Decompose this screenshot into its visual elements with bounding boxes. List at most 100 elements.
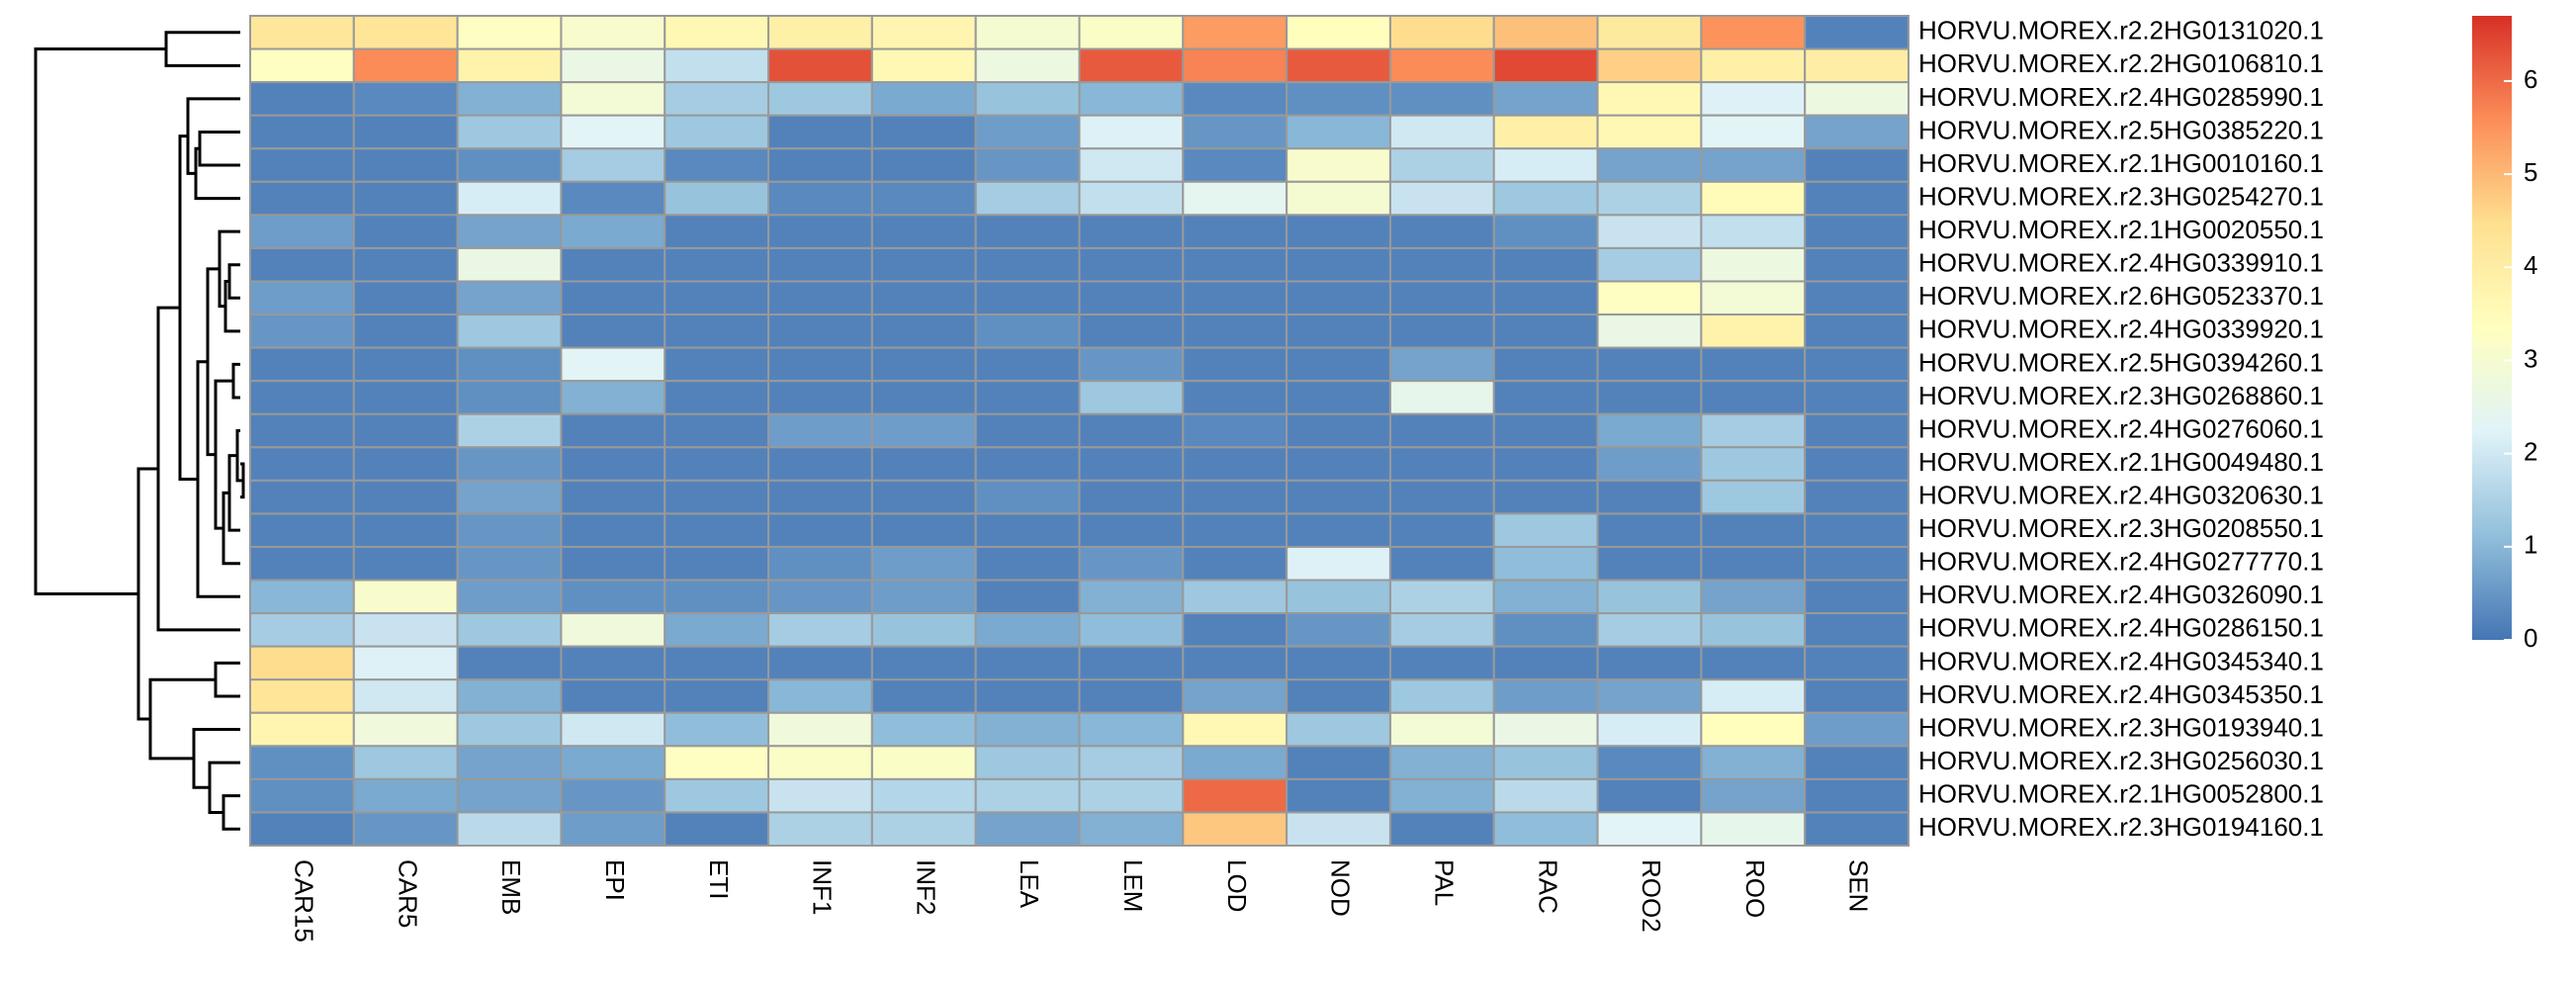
- heatmap-cell: [1596, 180, 1703, 217]
- heatmap-cell: [1286, 612, 1391, 648]
- heatmap-cell: [1388, 81, 1495, 117]
- heatmap-cell: [870, 180, 977, 217]
- row-label: HORVU.MOREX.r2.2HG0131020.1: [1918, 16, 2324, 45]
- heatmap-cell: [352, 214, 459, 249]
- heatmap-cell: [1596, 380, 1703, 415]
- heatmap-cell: [1492, 777, 1599, 814]
- heatmap-cell: [1182, 545, 1288, 582]
- heatmap-cell: [352, 612, 459, 648]
- heatmap-cell: [1596, 678, 1703, 714]
- heatmap-cell: [352, 380, 459, 415]
- heatmap-cell: [767, 745, 873, 780]
- heatmap-cell: [352, 678, 459, 714]
- column-label: ETI: [704, 859, 734, 899]
- heatmap-cell: [1596, 545, 1703, 582]
- heatmap-cell: [1596, 645, 1703, 681]
- heatmap-cell: [1388, 114, 1495, 150]
- heatmap-cell: [974, 346, 1081, 383]
- heatmap-cell: [249, 314, 355, 349]
- heatmap-cell: [767, 280, 873, 316]
- heatmap-cell: [560, 346, 666, 383]
- heatmap-cell: [456, 711, 563, 748]
- heatmap-cell: [1078, 412, 1185, 449]
- heatmap-cell: [1182, 380, 1288, 415]
- heatmap-cell: [1596, 512, 1703, 548]
- dendrogram-branch: [148, 677, 216, 761]
- legend-color-bar: [2472, 16, 2512, 640]
- row-dendrogram: [34, 31, 245, 831]
- heatmap-cell: [1078, 147, 1185, 183]
- heatmap-cell: [1182, 412, 1288, 449]
- heatmap-cell: [1286, 711, 1391, 748]
- heatmap-cell: [352, 446, 459, 482]
- heatmap-cell: [664, 214, 770, 249]
- heatmap-cell: [1804, 612, 1910, 648]
- heatmap-cell: [664, 678, 770, 714]
- column-label: NOD: [1326, 859, 1356, 917]
- heatmap-cell: [1286, 214, 1391, 249]
- heatmap-cell: [1804, 412, 1910, 449]
- heatmap-cell: [560, 512, 666, 548]
- heatmap-cell: [456, 811, 563, 848]
- row-label: HORVU.MOREX.r2.4HG0326090.1: [1918, 580, 2324, 609]
- heatmap-cell: [1388, 214, 1495, 249]
- dendrogram-branch: [222, 491, 240, 566]
- heatmap-cell: [870, 745, 977, 780]
- heatmap-cell: [560, 678, 666, 714]
- heatmap-cell: [870, 114, 977, 150]
- row-label: HORVU.MOREX.r2.4HG0339910.1: [1918, 248, 2324, 278]
- heatmap-cell: [456, 81, 563, 117]
- heatmap-cell: [456, 246, 563, 283]
- heatmap-cell: [1596, 777, 1703, 814]
- heatmap-cell: [1388, 612, 1495, 648]
- heatmap-cell: [1700, 47, 1807, 84]
- legend-tick-label: 2: [2524, 437, 2537, 467]
- column-label: CAR15: [290, 859, 319, 943]
- heatmap-cell: [664, 81, 770, 117]
- heatmap-cell: [1286, 811, 1391, 848]
- row-label: HORVU.MOREX.r2.4HG0285990.1: [1918, 82, 2324, 112]
- heatmap-cell: [352, 15, 459, 50]
- heatmap-cell: [1700, 214, 1807, 249]
- heatmap-cell: [1804, 479, 1910, 515]
- dendrogram-branch: [136, 467, 158, 721]
- row-label: HORVU.MOREX.r2.4HG0345350.1: [1918, 679, 2324, 709]
- heatmap-cell: [1388, 180, 1495, 217]
- heatmap-cell: [664, 412, 770, 449]
- row-label: HORVU.MOREX.r2.3HG0254270.1: [1918, 181, 2324, 211]
- heatmap-cell: [1804, 678, 1910, 714]
- heatmap-cell: [767, 314, 873, 349]
- heatmap-cell: [249, 246, 355, 283]
- heatmap-cell: [560, 314, 666, 349]
- heatmap-cell: [560, 612, 666, 648]
- legend-tick-label: 4: [2524, 250, 2537, 280]
- heatmap-cell: [1700, 246, 1807, 283]
- heatmap-cell: [1492, 47, 1599, 84]
- row-label: HORVU.MOREX.r2.4HG0339920.1: [1918, 315, 2324, 344]
- row-label: HORVU.MOREX.r2.3HG0193940.1: [1918, 712, 2324, 742]
- heatmap-cell: [352, 479, 459, 515]
- heatmap-cell: [560, 180, 666, 217]
- heatmap-cell: [870, 711, 977, 748]
- heatmap-cell: [560, 545, 666, 582]
- heatmap-cell: [1700, 147, 1807, 183]
- heatmap-cell: [1596, 214, 1703, 249]
- heatmap-cell: [1388, 147, 1495, 183]
- heatmap-cell: [1804, 147, 1910, 183]
- legend-tick-label: 1: [2524, 530, 2537, 560]
- heatmap-cell: [560, 579, 666, 615]
- heatmap-cell: [1286, 645, 1391, 681]
- heatmap-cell: [1492, 811, 1599, 848]
- heatmap-cell: [1286, 246, 1391, 283]
- column-label: INF2: [911, 859, 940, 915]
- heatmap-cell: [560, 114, 666, 150]
- heatmap-cell: [1388, 15, 1495, 50]
- heatmap-cell: [352, 512, 459, 548]
- heatmap-cell: [1700, 645, 1807, 681]
- heatmap-cell: [249, 512, 355, 548]
- heatmap-cell: [664, 777, 770, 814]
- dendrogram-branch: [206, 267, 220, 457]
- heatmap-cell: [664, 579, 770, 615]
- heatmap-cell: [249, 81, 355, 117]
